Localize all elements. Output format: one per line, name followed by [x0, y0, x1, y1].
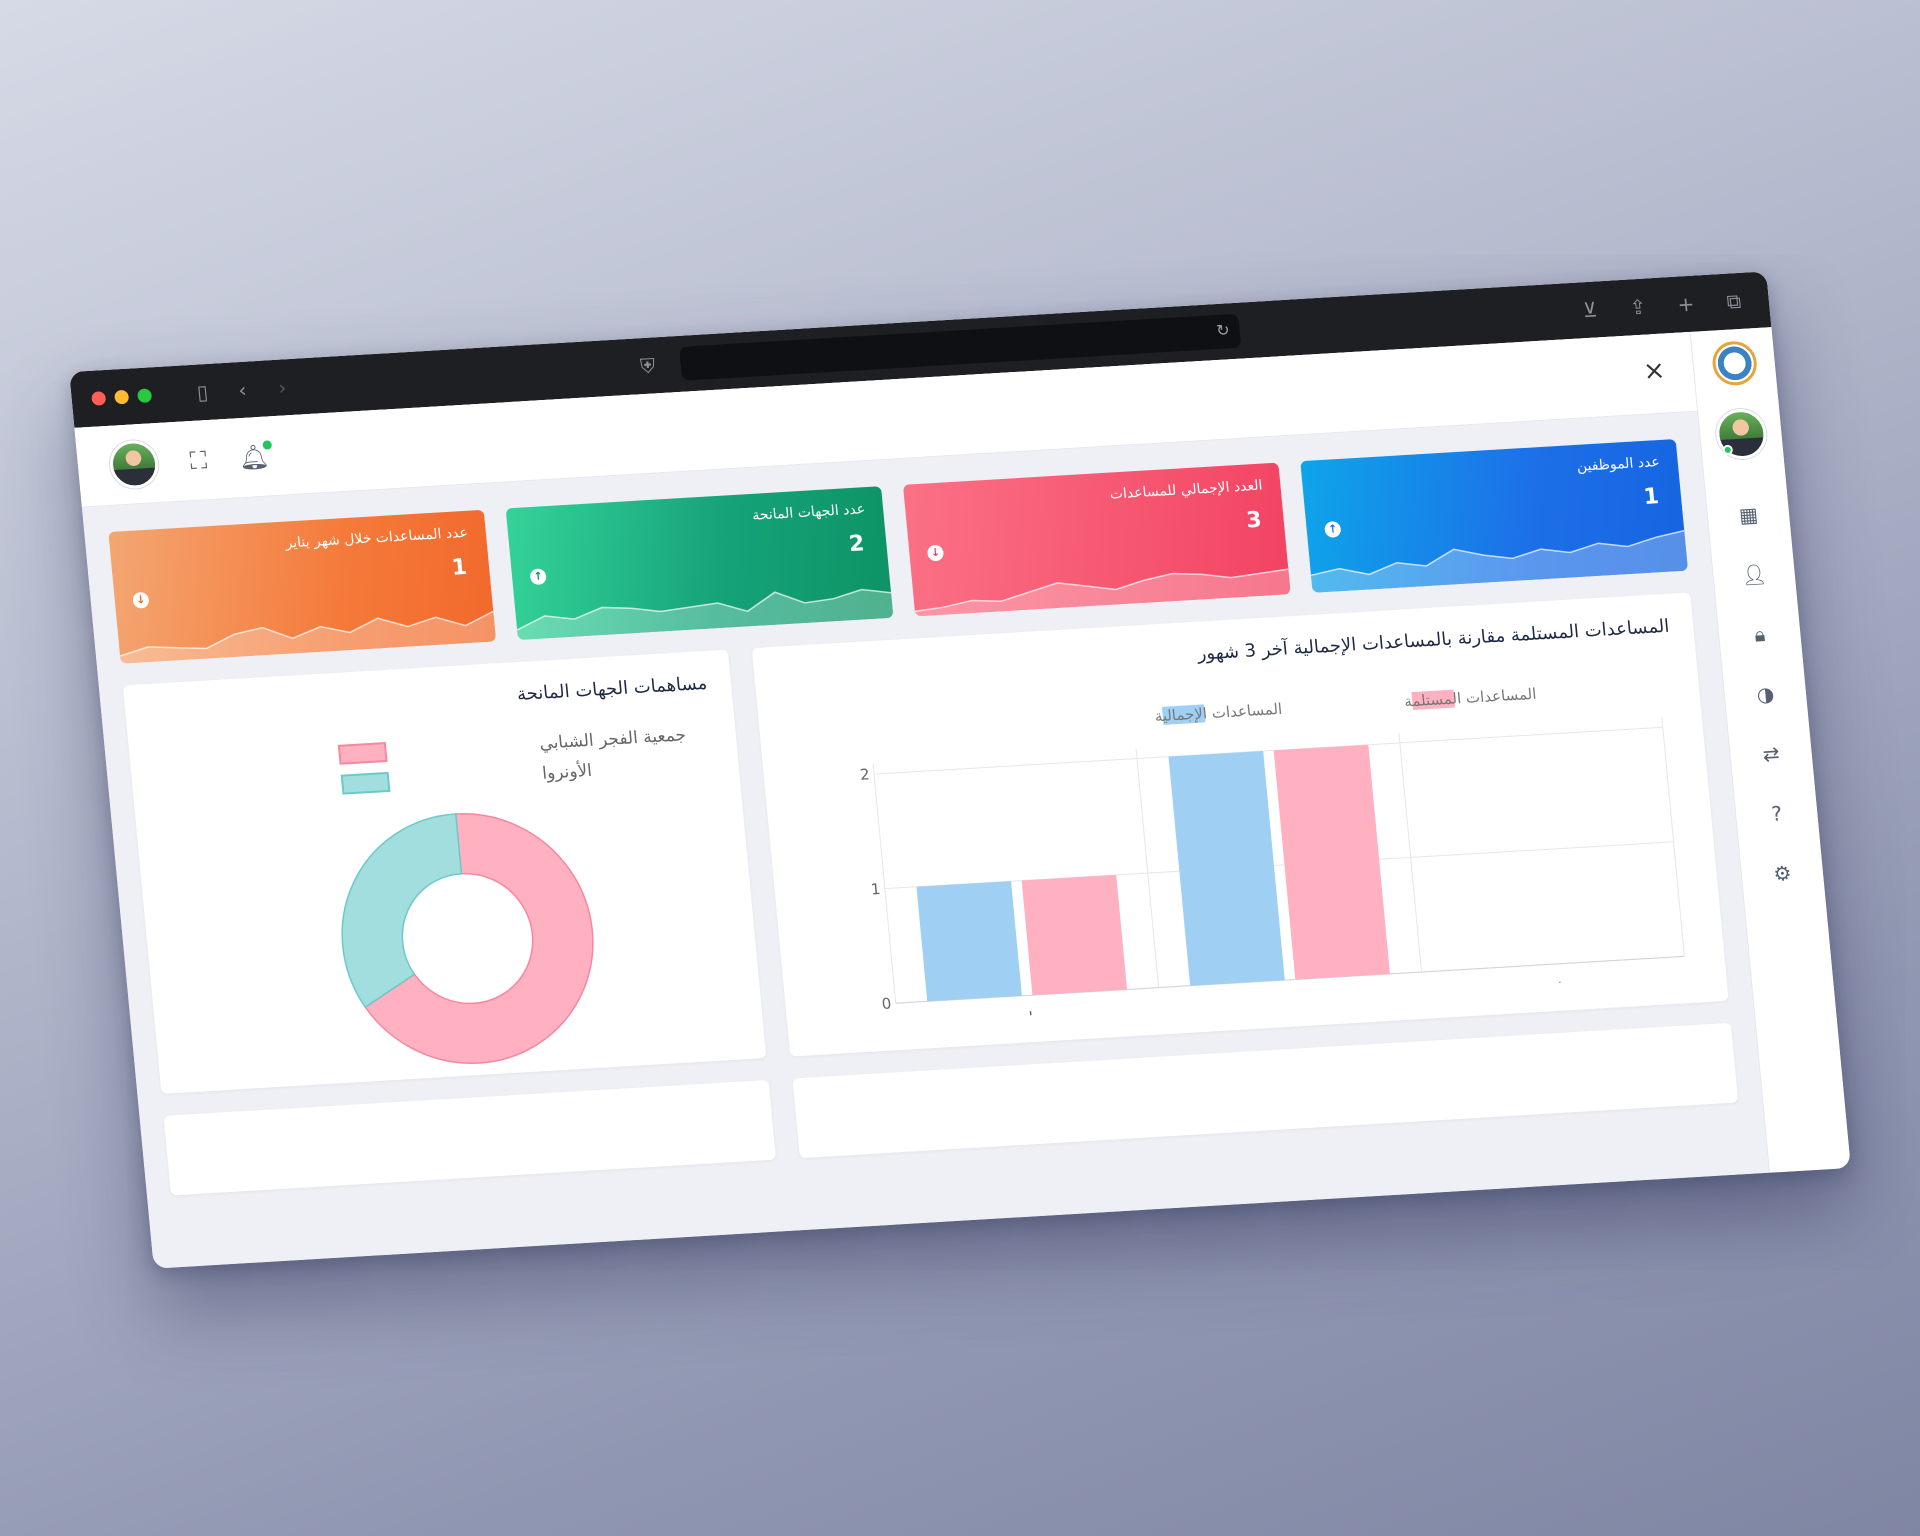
- close-window-button[interactable]: [91, 391, 107, 406]
- gridline: [1661, 717, 1686, 957]
- browser-actions: ⊻ ⇪ + ⧉: [1574, 285, 1751, 325]
- rail-user-avatar[interactable]: [1713, 407, 1769, 461]
- bar-chart-legend: المساعدات المستلمة المساعدات الإجمالية: [1154, 685, 1537, 726]
- new-tab-icon[interactable]: +: [1676, 291, 1696, 317]
- legend-swatch: [1162, 704, 1206, 725]
- sparkline: [516, 588, 894, 640]
- legend-swatch: [337, 742, 388, 765]
- share-icon[interactable]: ⇪: [1628, 294, 1648, 320]
- fullscreen-icon[interactable]: ⛶: [188, 445, 209, 475]
- sparkline: [914, 568, 1291, 617]
- bar-chart-panel: المساعدات المستلمة مقارنة بالمساعدات الإ…: [752, 592, 1729, 1057]
- bell-icon[interactable]: 🔔︎: [237, 439, 273, 472]
- legend-swatch: [1411, 689, 1456, 711]
- bar[interactable]: [916, 881, 1023, 1002]
- app-logo: [1710, 340, 1759, 387]
- minimize-window-button[interactable]: [114, 389, 130, 405]
- lock-icon[interactable]: 🔒︎: [1753, 622, 1767, 647]
- x-tick-label: نوفمبر: [1532, 976, 1578, 999]
- charts-row: المساعدات المستلمة مقارنة بالمساعدات الإ…: [97, 569, 1753, 1095]
- stat-card[interactable]: العدد الإجمالي للمساعدات 3 ↓: [902, 462, 1291, 617]
- sparkline: [1310, 529, 1689, 593]
- legend-label: الأونروا: [541, 760, 593, 784]
- legend-item[interactable]: جمعية الفجر الشبابي: [337, 725, 687, 765]
- stat-card[interactable]: عدد المساعدات خلال شهر يناير 1 ↓: [108, 509, 497, 664]
- maximize-window-button[interactable]: [136, 388, 153, 404]
- stat-cards: عدد الموظفين 1 ↑ العدد الإجمالي للمساعدات 3 ↓…: [82, 412, 1712, 665]
- y-tick-label: 0: [881, 995, 892, 1013]
- stat-card-label: عدد الجهات المانحة: [751, 501, 866, 524]
- close-icon[interactable]: ×: [1641, 355, 1667, 387]
- bottom-panel-left: [163, 1079, 777, 1196]
- gridline: [885, 841, 1674, 890]
- legend-item[interactable]: المساعدات الإجمالية: [1154, 700, 1283, 725]
- forward-icon[interactable]: ›: [277, 375, 288, 400]
- sparkline: [119, 610, 497, 664]
- settings-icon[interactable]: ⚙: [1772, 860, 1793, 886]
- bar[interactable]: [1021, 874, 1128, 996]
- donut-legend: جمعية الفجر الشبابي الأونروا: [337, 725, 687, 796]
- y-tick-label: 1: [870, 880, 881, 898]
- stat-card-label: عدد المساعدات خلال شهر يناير: [284, 524, 469, 552]
- gridline: [874, 726, 1664, 775]
- back-icon[interactable]: ‹: [237, 377, 248, 403]
- bar[interactable]: [1273, 744, 1391, 980]
- donut-slice[interactable]: [348, 807, 604, 1070]
- donut-chart: جمعية الفجر الشبابي الأونروا: [331, 725, 687, 1070]
- browser-window: ▯ ‹ › ⛨ ↻ ⊻ ⇪ + ⧉ ⛶ 🔔︎ × عدد الموظفين 1 ↑ ا…: [69, 271, 1851, 1269]
- gridline: [1135, 748, 1160, 988]
- download-icon[interactable]: ⊻: [1581, 297, 1599, 323]
- theme-icon[interactable]: ◑: [1755, 681, 1776, 707]
- main-content: ⛶ 🔔︎ × عدد الموظفين 1 ↑ العدد الإجمالي للمس…: [74, 331, 1770, 1269]
- legend-label: جمعية الفجر الشبابي: [539, 725, 687, 754]
- dashboard-icon[interactable]: ▦: [1737, 502, 1760, 528]
- user-avatar[interactable]: [107, 438, 161, 490]
- legend-label: المساعدات المستلمة: [1404, 685, 1538, 711]
- stat-card-label: العدد الإجمالي للمساعدات: [1109, 477, 1264, 503]
- help-icon[interactable]: ?: [1770, 801, 1784, 826]
- stat-card[interactable]: عدد الجهات المانحة 2 ↑: [505, 486, 894, 640]
- legend-swatch: [340, 771, 391, 795]
- legend-label: المساعدات الإجمالية: [1154, 700, 1283, 725]
- stat-card[interactable]: عدد الموظفين 1 ↑: [1300, 438, 1689, 593]
- bar-chart: المساعدات المستلمة المساعدات الإجمالية 0 1 2…: [860, 685, 1686, 1030]
- shield-icon: ⛨: [639, 353, 657, 379]
- reload-icon[interactable]: ↻: [1215, 320, 1231, 340]
- donut-slice[interactable]: [331, 813, 473, 1009]
- gridline: [1398, 732, 1423, 972]
- sidebar-toggle-icon[interactable]: ▯: [195, 379, 210, 405]
- legend-item[interactable]: الأونروا: [340, 760, 593, 796]
- users-icon[interactable]: 👤︎: [1740, 561, 1768, 588]
- bar[interactable]: [1168, 750, 1286, 986]
- legend-item[interactable]: المساعدات المستلمة: [1404, 685, 1538, 711]
- online-status-dot: [1721, 444, 1733, 456]
- x-tick-label: ديسمبر: [1266, 991, 1318, 1014]
- donut-chart-panel: مساهمات الجهات المانحة جمعية الفجر الشبا…: [122, 649, 767, 1094]
- x-tick-label: يناير: [1014, 1008, 1044, 1030]
- app-page: ⛶ 🔔︎ × عدد الموظفين 1 ↑ العدد الإجمالي للمس…: [74, 327, 1851, 1269]
- window-controls: [91, 388, 153, 406]
- notification-dot: [262, 439, 273, 450]
- y-tick-label: 2: [860, 765, 871, 783]
- handshake-icon[interactable]: ⇄: [1761, 741, 1781, 767]
- stat-card-label: عدد الموظفين: [1576, 453, 1661, 475]
- tabs-overview-icon[interactable]: ⧉: [1725, 288, 1743, 314]
- gridline: [872, 764, 897, 1004]
